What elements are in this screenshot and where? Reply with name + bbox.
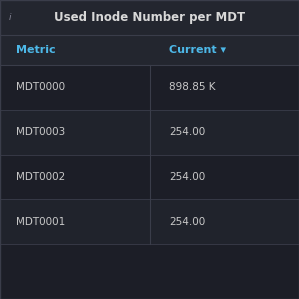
Text: MDT0000: MDT0000 <box>16 82 65 92</box>
Text: MDT0003: MDT0003 <box>16 127 66 137</box>
Text: MDT0002: MDT0002 <box>16 172 66 182</box>
Bar <box>0 65 299 110</box>
Bar <box>0 199 299 244</box>
Bar <box>0 155 299 199</box>
Text: Metric: Metric <box>16 45 56 55</box>
Text: Used Inode Number per MDT: Used Inode Number per MDT <box>54 11 245 24</box>
Text: Current ▾: Current ▾ <box>169 45 226 55</box>
Text: MDT0001: MDT0001 <box>16 217 66 227</box>
Bar <box>0 110 299 155</box>
Text: 254.00: 254.00 <box>169 172 205 182</box>
Text: 254.00: 254.00 <box>169 127 205 137</box>
Text: i: i <box>9 13 11 22</box>
Bar <box>0 35 299 65</box>
Text: 254.00: 254.00 <box>169 217 205 227</box>
Bar <box>0 0 299 35</box>
Text: 898.85 K: 898.85 K <box>169 82 216 92</box>
